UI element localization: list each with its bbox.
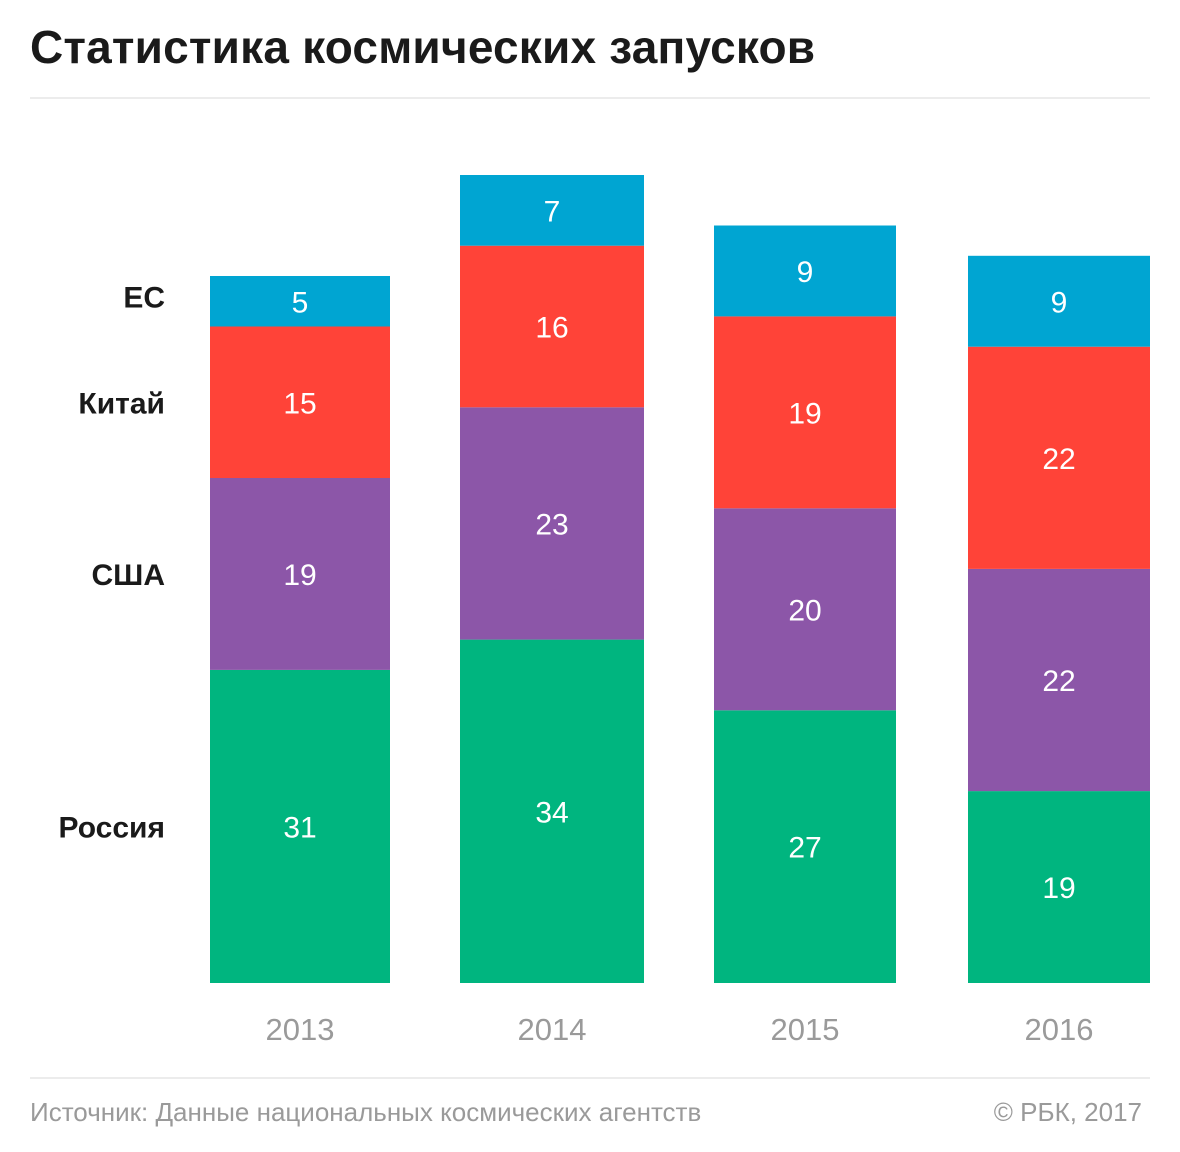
data-label-2016-2: 22 (1042, 443, 1075, 476)
bar-segment-2014-0 (460, 639, 644, 983)
data-label-2013-2: 15 (283, 387, 316, 420)
data-label-2013-1: 19 (283, 559, 316, 592)
data-label-2016-0: 19 (1042, 872, 1075, 905)
data-label-2014-0: 34 (535, 796, 568, 829)
data-label-2013-3: 5 (292, 286, 309, 319)
data-label-2015-2: 19 (788, 397, 821, 430)
data-label-2016-1: 22 (1042, 665, 1075, 698)
bar-segment-2015-1 (714, 508, 896, 711)
data-label-2014-3: 7 (544, 195, 561, 228)
data-label-2015-3: 9 (797, 256, 814, 289)
legend-label-3: ЕС (123, 281, 165, 314)
bar-segment-2013-0 (210, 669, 390, 983)
legend-label-2: Китай (78, 387, 165, 420)
legend-label-1: США (92, 559, 165, 592)
bar-segment-2013-2 (210, 326, 390, 478)
data-label-2015-0: 27 (788, 832, 821, 865)
data-label-2016-3: 9 (1051, 286, 1068, 319)
data-label-2013-0: 31 (283, 811, 316, 844)
data-label-2014-2: 16 (535, 312, 568, 345)
x-tick-label-2013: 2013 (266, 1012, 335, 1047)
x-tick-label-2014: 2014 (518, 1012, 587, 1047)
copyright-note: © РБК, 2017 (993, 1097, 1142, 1127)
bar-segment-2015-3 (714, 225, 896, 317)
bar-segment-2016-3 (968, 255, 1150, 347)
chart-title: Статистика космических запусков (30, 21, 816, 73)
source-note: Источник: Данные национальных космически… (30, 1097, 702, 1127)
x-tick-label-2016: 2016 (1025, 1012, 1094, 1047)
top-divider (30, 97, 1150, 99)
bar-segment-2016-2 (968, 346, 1150, 569)
bar-segment-2016-0 (968, 791, 1150, 983)
bar-segment-2016-1 (968, 568, 1150, 792)
bar-segment-2013-1 (210, 478, 390, 670)
bar-segment-2013-3 (210, 276, 390, 327)
legend-label-0: Россия (58, 811, 165, 844)
bottom-divider (30, 1077, 1150, 1079)
bar-segment-2015-2 (714, 316, 896, 509)
bar-segment-2014-2 (460, 245, 644, 408)
x-tick-label-2015: 2015 (771, 1012, 840, 1047)
bar-segment-2015-0 (714, 710, 896, 983)
data-label-2015-1: 20 (788, 594, 821, 627)
data-label-2014-1: 23 (535, 508, 568, 541)
bar-segment-2014-1 (460, 407, 644, 640)
bar-segment-2014-3 (460, 175, 644, 246)
